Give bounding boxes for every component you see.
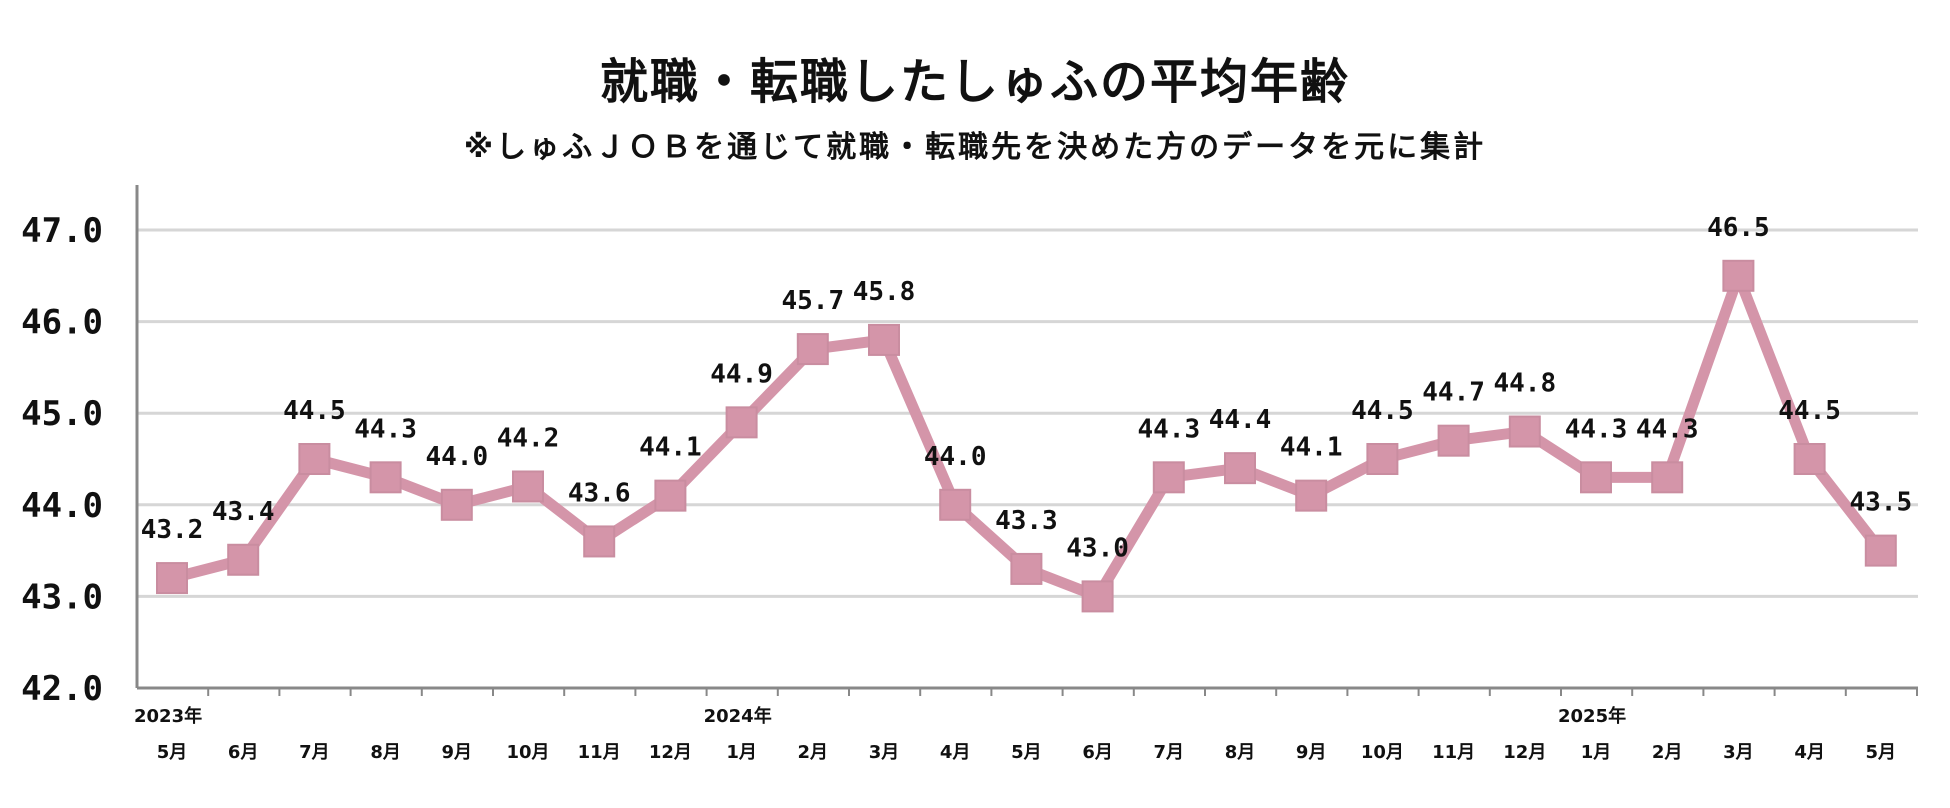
data-point-marker [1508,415,1541,448]
data-point-marker [1437,424,1470,457]
data-label: 44.3 [1565,414,1628,444]
x-tick-label: 5月 [1011,742,1042,763]
x-tick-label: 8月 [370,742,401,763]
x-tick-label: 8月 [1225,742,1256,763]
data-point-marker [156,562,188,595]
y-tick-label: 45.0 [21,394,103,434]
x-axis-ticks: 5月 6月 7月 8月 9月 10月 11月 12月 1月 2月 3月 4月 5月 6月 7月 8月 9月 10月… [134,688,1918,763]
data-point-marker [1580,461,1612,494]
data-label: 44.3 [354,414,417,444]
y-axis-ticks: 42.0 43.0 44.0 45.0 46.0 47.0 [21,211,103,709]
x-tick-label: 11月 [1432,742,1475,763]
data-label: 46.5 [1707,213,1770,243]
x-tick-label: 2月 [798,742,829,763]
y-tick-label: 46.0 [21,303,103,343]
data-label: 43.6 [568,478,631,508]
data-label: 44.7 [1422,378,1485,408]
data-point-marker [1651,461,1684,494]
y-tick-label: 42.0 [21,669,103,709]
data-point-marker [369,461,402,494]
data-label: 43.4 [212,497,275,527]
x-year-label: 2025年 [1558,705,1626,727]
data-label: 44.0 [924,442,987,472]
data-point-marker [1152,461,1185,494]
data-point-marker [796,333,829,366]
data-label: 43.0 [1066,533,1129,563]
x-tick-label: 10月 [1361,742,1404,763]
data-point-marker [725,406,758,439]
x-tick-label: 12月 [1503,742,1546,763]
data-label: 45.7 [781,286,844,316]
data-point-marker [654,479,687,512]
x-tick-label: 5月 [1866,742,1897,763]
data-point-marker [1793,443,1826,475]
x-tick-label: 6月 [228,742,259,763]
data-label: 44.2 [497,423,560,453]
y-tick-label: 47.0 [21,211,103,251]
x-year-label: 2024年 [704,705,772,727]
x-tick-label: 12月 [649,742,692,763]
data-label: 44.9 [710,359,773,389]
data-label: 44.5 [1351,396,1414,426]
data-label: 44.5 [283,396,346,426]
data-label: 43.2 [141,515,204,545]
data-label: 43.3 [995,506,1058,536]
data-labels: 43.2 43.4 44.5 44.3 44.0 44.2 43.6 44.1 44.9 45.7… [141,213,1912,564]
x-tick-label: 9月 [442,742,473,763]
data-point-marker [227,543,260,576]
x-tick-label: 7月 [299,742,330,763]
data-label: 44.5 [1778,396,1841,426]
x-year-label: 2023年 [134,705,202,727]
data-label: 44.4 [1209,405,1272,435]
data-point-marker [868,323,900,356]
data-point-marker [1366,443,1399,475]
data-point-marker [1010,552,1043,585]
x-tick-label: 9月 [1296,742,1327,763]
x-tick-label: 4月 [940,742,971,763]
x-tick-label: 6月 [1082,742,1113,763]
axes [135,185,1918,690]
x-tick-label: 10月 [506,742,549,763]
data-label: 44.1 [1280,433,1343,463]
x-tick-label: 5月 [157,742,188,763]
series-group [156,259,1897,613]
y-tick-label: 44.0 [21,486,103,526]
data-label: 44.3 [1636,414,1699,444]
data-point-marker [1864,534,1897,567]
x-tick-label: 11月 [578,742,621,763]
data-point-marker [298,443,331,475]
x-tick-label: 3月 [1723,742,1754,763]
data-point-marker [1224,452,1256,485]
data-label: 43.5 [1849,488,1912,518]
x-tick-label: 4月 [1794,742,1825,763]
data-label: 44.1 [639,433,702,463]
data-point-marker [583,525,616,558]
data-point-marker [1295,479,1328,512]
gridlines [137,228,1918,598]
x-tick-label: 1月 [726,742,757,763]
x-tick-label: 3月 [869,742,900,763]
data-point-marker [1722,259,1755,292]
chart-title: 就職・転職したしゅふの平均年齢 [599,54,1350,110]
data-label: 44.0 [425,442,488,472]
data-point-marker [939,488,972,521]
data-point-marker [512,470,544,503]
chart-subtitle: ※しゅふＪＯＢを通じて就職・転職先を決めた方のデータを元に集計 [463,130,1487,165]
y-tick-label: 43.0 [21,577,103,617]
x-tick-label: 7月 [1154,742,1185,763]
data-label: 45.8 [853,277,916,307]
data-point-marker [440,488,473,521]
data-label: 44.8 [1493,369,1556,399]
x-tick-label: 1月 [1581,742,1612,763]
data-point-marker [1081,580,1114,613]
data-label: 44.3 [1137,414,1200,444]
x-tick-label: 2月 [1652,742,1683,763]
